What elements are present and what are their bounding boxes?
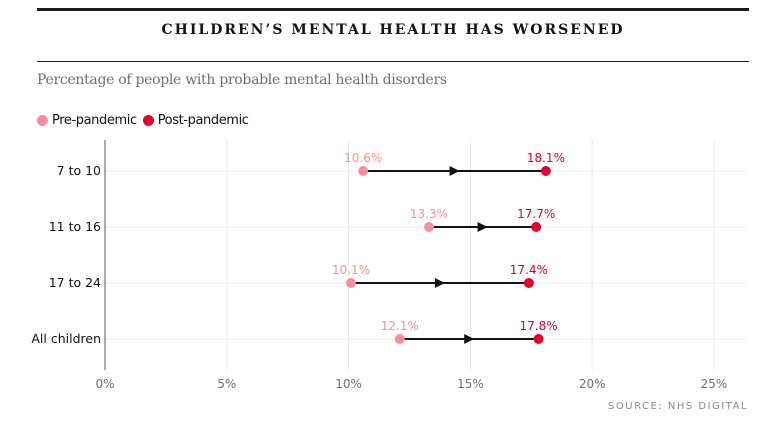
- pre-pandemic-label: 12.1%: [381, 319, 419, 333]
- x-tick-label: 5%: [217, 377, 236, 391]
- post-pandemic-label: 18.1%: [527, 151, 565, 165]
- x-tick-label: 0%: [95, 377, 114, 391]
- pre-pandemic-label: 10.6%: [344, 151, 382, 165]
- arrow-icon: [449, 166, 460, 176]
- category-label: 17 to 24: [49, 275, 101, 290]
- x-tick-label: 20%: [579, 377, 606, 391]
- x-tick-label: 15%: [457, 377, 484, 391]
- post-pandemic-label: 17.8%: [520, 319, 558, 333]
- pre-pandemic-point: [358, 166, 369, 176]
- title-rule: [37, 61, 749, 62]
- post-pandemic-label: 17.7%: [517, 207, 555, 221]
- legend-swatch-pre-pandemic: [37, 115, 48, 126]
- legend: Pre-pandemic Post-pandemic: [37, 113, 255, 128]
- chart-subtitle: Percentage of people with probable menta…: [37, 72, 447, 88]
- category-label: All children: [31, 331, 101, 346]
- post-pandemic-point: [540, 166, 551, 176]
- arrow-icon: [477, 222, 488, 232]
- pre-pandemic-point: [394, 334, 405, 344]
- post-pandemic-point: [533, 334, 544, 344]
- pre-pandemic-label: 10.1%: [332, 263, 370, 277]
- post-pandemic-label: 17.4%: [510, 263, 548, 277]
- chart-title: CHILDREN’S MENTAL HEALTH HAS WORSENED: [161, 22, 625, 38]
- pre-pandemic-label: 13.3%: [410, 207, 448, 221]
- legend-label-pre-pandemic: Pre-pandemic: [52, 113, 137, 128]
- pre-pandemic-point: [346, 278, 357, 288]
- x-tick-label: 10%: [335, 377, 362, 391]
- post-pandemic-point: [523, 278, 534, 288]
- category-label: 11 to 16: [49, 219, 101, 234]
- source-note: SOURCE: NHS DIGITAL: [608, 401, 748, 412]
- legend-label-post-pandemic: Post-pandemic: [157, 113, 249, 128]
- post-pandemic-point: [531, 222, 542, 232]
- x-tick-label: 25%: [701, 377, 728, 391]
- legend-item-pre-pandemic: Pre-pandemic: [37, 113, 137, 128]
- legend-swatch-post-pandemic: [142, 115, 154, 126]
- top-rule: [37, 8, 749, 11]
- pre-pandemic-point: [423, 222, 434, 232]
- category-label: 7 to 10: [57, 163, 101, 178]
- arrow-icon: [434, 278, 445, 288]
- legend-item-post-pandemic: Post-pandemic: [142, 113, 249, 128]
- arrow-icon: [464, 334, 475, 344]
